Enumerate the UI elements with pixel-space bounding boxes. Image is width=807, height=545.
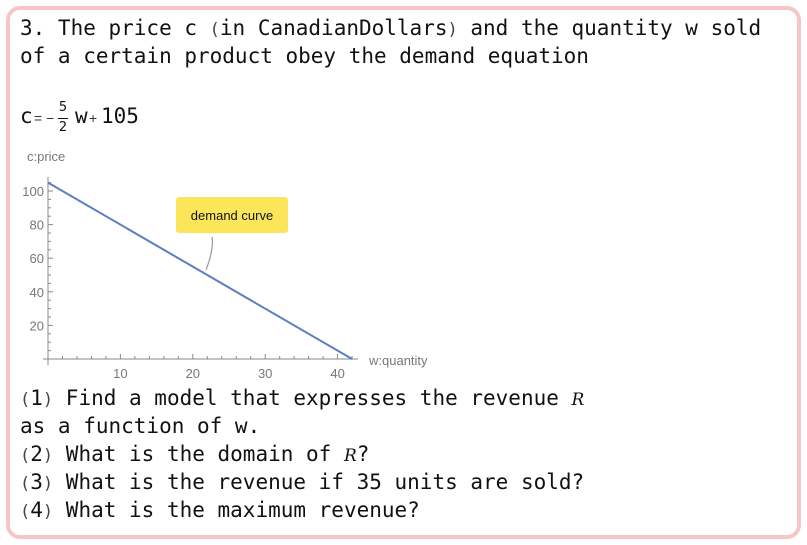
x-axis-label: w:quantity <box>368 353 428 368</box>
x-tick-label: 10 <box>113 366 127 380</box>
y-tick-label: 80 <box>30 218 44 233</box>
x-tick-label: 40 <box>330 366 344 380</box>
annotation-callout-line <box>205 236 213 271</box>
x-tick-label: 30 <box>258 366 272 380</box>
fraction-numerator: 5 <box>58 100 68 115</box>
problem-card <box>6 6 801 539</box>
demand-chart: c:price w:quantity 10 20 30 40 20 40 60 80 100 d… <box>22 149 428 380</box>
problem-statement-line-1: 3. The price c (in CanadianDollars) and … <box>20 16 762 40</box>
y-tick-label: 40 <box>30 285 44 300</box>
y-tick-label: 60 <box>30 251 44 266</box>
question-1: (1) Find a model that expresses the reve… <box>20 386 585 410</box>
demand-curve-line <box>47 181 353 360</box>
question-2: (2) What is the domain of R? <box>20 442 370 466</box>
y-tick-label: 20 <box>30 318 44 333</box>
annotation-box <box>176 197 288 233</box>
fraction-denominator: 2 <box>58 120 68 135</box>
problem-statement-line-2: of a certain product obey the demand equ… <box>20 44 589 68</box>
x-tick-label: 20 <box>186 366 200 380</box>
annotation-label: demand curve <box>191 208 273 223</box>
question-3: (3) What is the revenue if 35 units are … <box>20 470 585 494</box>
revenue-symbol: R <box>343 446 357 466</box>
fraction-bar <box>58 118 68 119</box>
revenue-symbol: R <box>571 390 585 410</box>
y-axis-label: c:price <box>27 149 65 164</box>
question-1-continued: as a function of w. <box>20 414 261 438</box>
y-tick-label: 100 <box>22 184 44 199</box>
question-4: (4) What is the maximum revenue? <box>20 498 420 522</box>
